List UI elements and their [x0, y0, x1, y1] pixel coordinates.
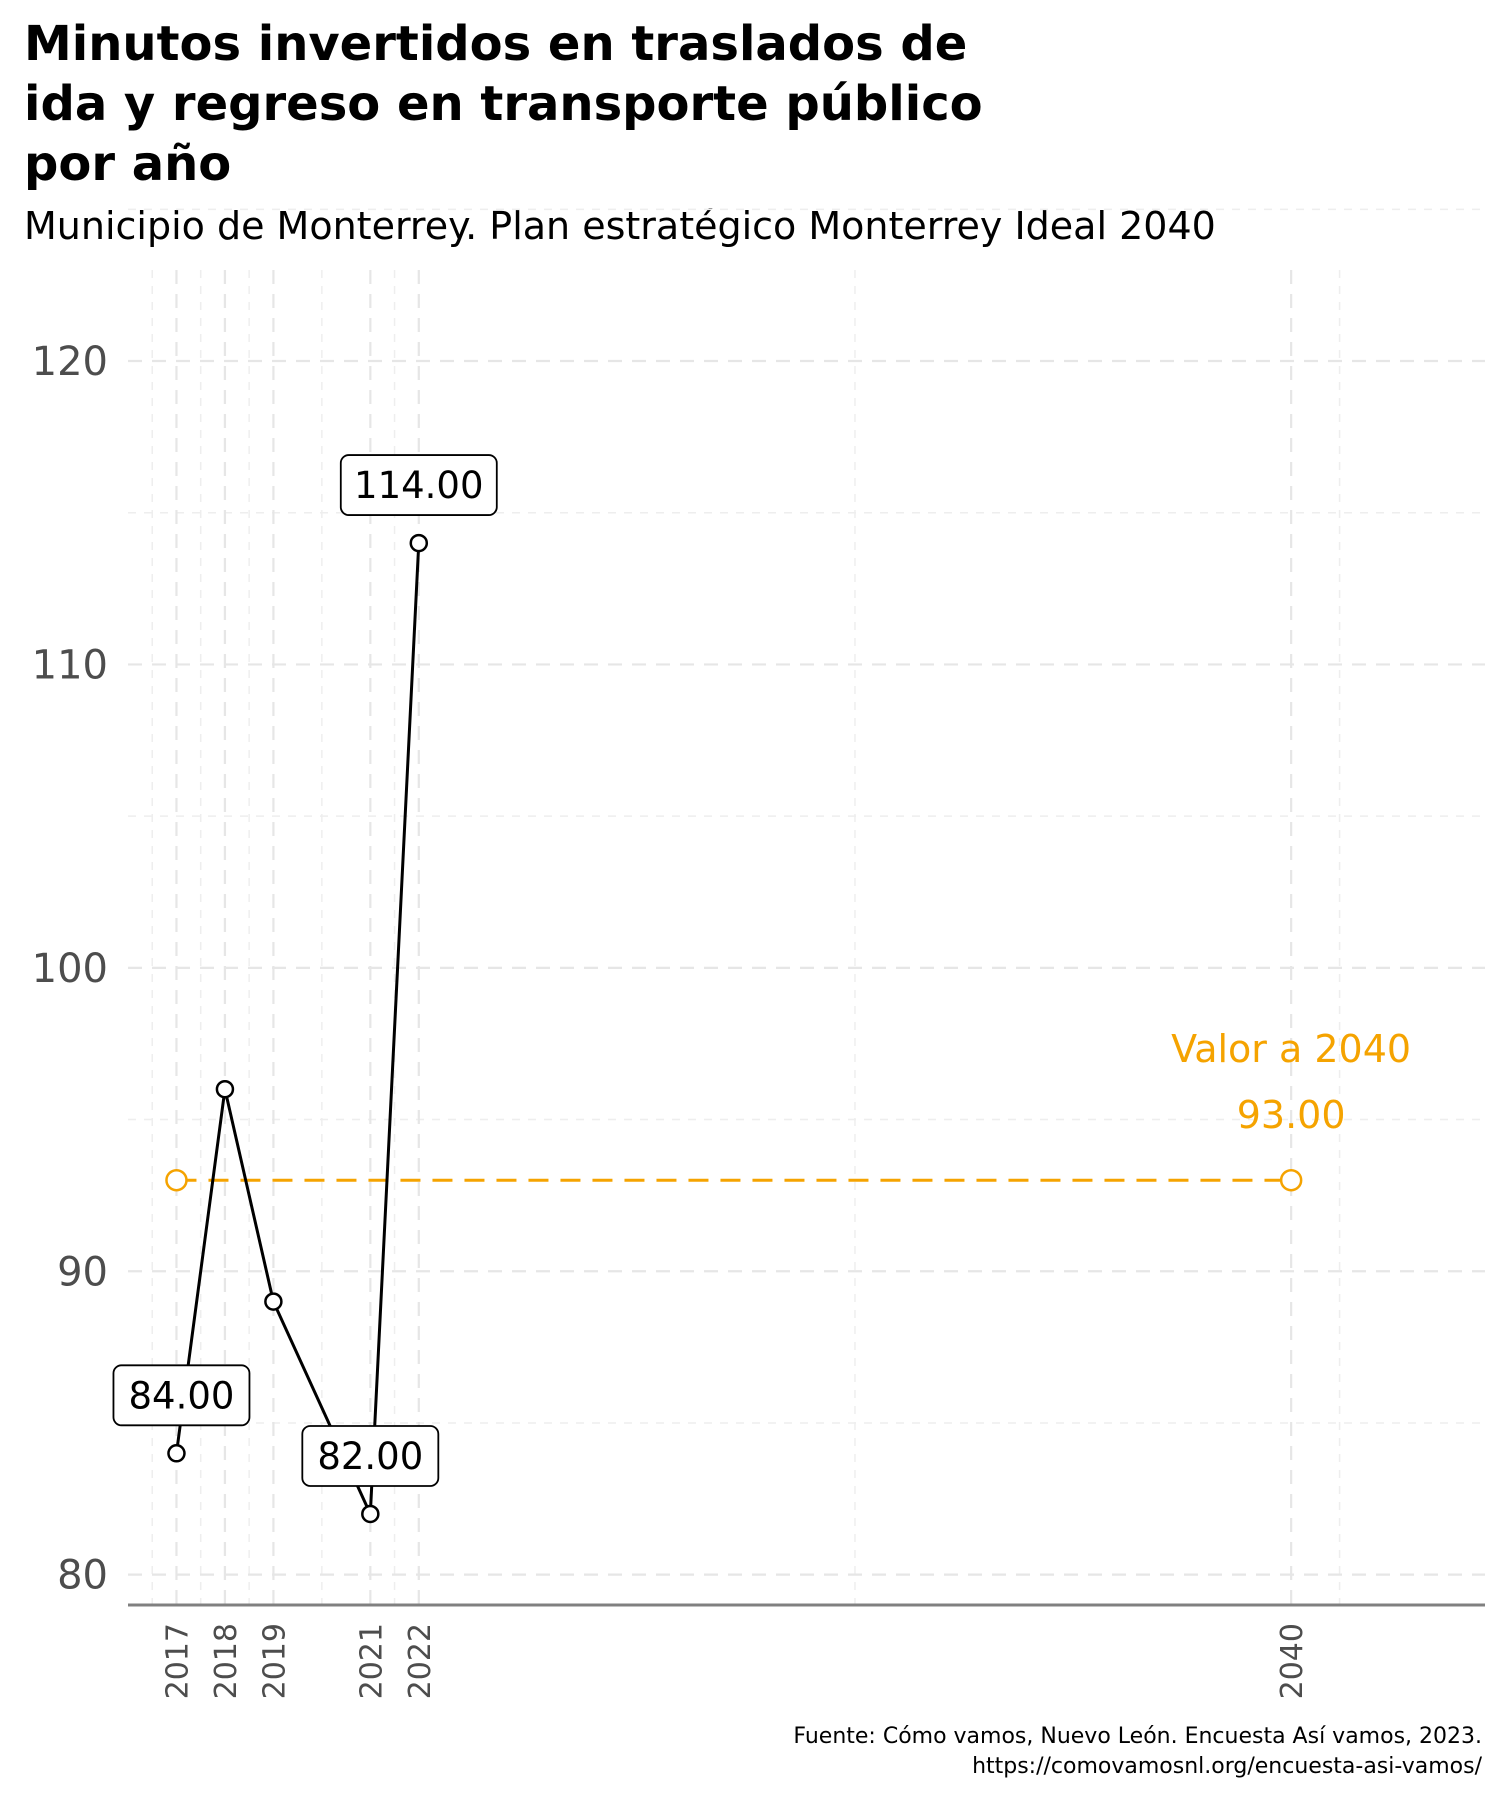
grid	[128, 208, 1485, 1605]
data-label: 114.00	[354, 464, 483, 507]
chart-title-line-1: Minutos invertidos en traslados de	[24, 16, 968, 72]
chart-title-line-2: ida y regreso en transporte público	[24, 76, 983, 132]
caption-source: Fuente: Cómo vamos, Nuevo León. Encuesta…	[793, 1724, 1482, 1749]
target-point	[1279, 1168, 1303, 1192]
x-axis-ticks: 2017 2018 2019 2021 2022 2040	[160, 1623, 1310, 1699]
target-label: Valor a 2040	[1171, 1027, 1411, 1071]
data-label: 84.00	[128, 1374, 234, 1417]
y-tick-label: 120	[32, 339, 108, 385]
x-tick-label: 2021	[354, 1623, 389, 1699]
data-label: 82.00	[317, 1435, 423, 1478]
series-point	[167, 1444, 186, 1463]
y-tick-label: 110	[32, 642, 108, 688]
data-label-box	[339, 454, 498, 516]
data-label-box	[112, 1364, 251, 1427]
x-tick-label: 2022	[403, 1623, 438, 1699]
series-point	[215, 1079, 235, 1099]
series-point	[409, 533, 429, 553]
y-tick-label: 100	[32, 946, 108, 992]
data-labels: 84.00 82.00 114.00	[112, 454, 498, 1487]
target-layer: Valor a 2040 93.00	[165, 1027, 1411, 1192]
chart-title-line-3: por año	[24, 136, 232, 192]
series-point	[361, 1504, 380, 1524]
target-value-label: 93.00	[1237, 1093, 1346, 1137]
y-tick-label: 80	[57, 1553, 108, 1599]
chart-caption: Fuente: Cómo vamos, Nuevo León. Encuesta…	[793, 1722, 1482, 1782]
data-label-box	[301, 1425, 440, 1487]
chart-subtitle: Municipio de Monterrey. Plan estratégico…	[24, 204, 1216, 248]
series-point	[264, 1292, 283, 1311]
chart-title: Minutos invertidos en traslados de ida y…	[24, 14, 1024, 194]
x-tick-label: 2018	[209, 1623, 244, 1699]
x-tick-label: 2017	[160, 1623, 195, 1699]
y-axis-ticks: 80 90 100 110 120	[32, 339, 108, 1599]
y-tick-label: 90	[57, 1249, 108, 1295]
x-tick-label: 2040	[1275, 1623, 1310, 1699]
target-point	[165, 1168, 188, 1192]
x-tick-label: 2019	[257, 1623, 292, 1699]
series-layer	[167, 533, 429, 1524]
caption-url: https://comovamosnl.org/encuesta-asi-vam…	[972, 1754, 1482, 1779]
